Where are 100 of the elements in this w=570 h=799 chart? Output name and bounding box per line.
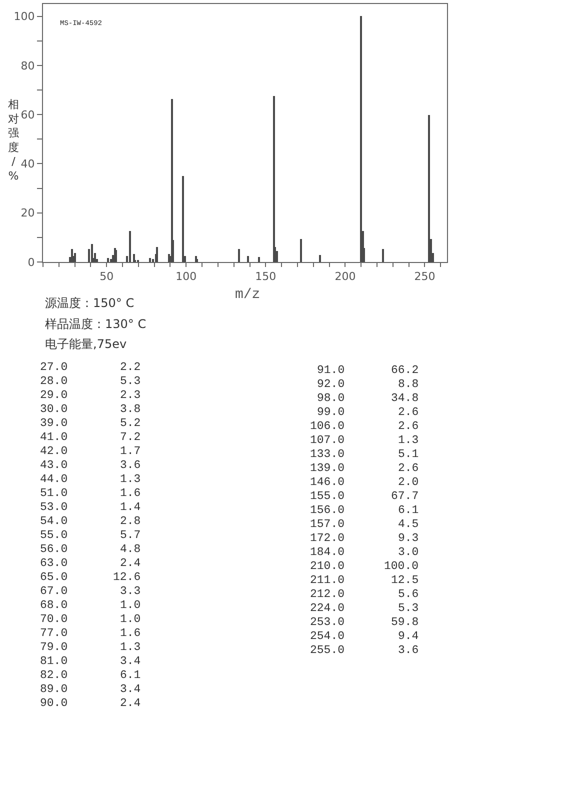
text: 2.4 xyxy=(120,697,141,710)
text: 68.0 xyxy=(40,599,68,612)
text: 2.6 xyxy=(398,462,419,475)
y-tick-label: 60 xyxy=(20,108,35,122)
text: 146.0 xyxy=(310,476,345,489)
bar xyxy=(129,231,131,262)
text: 9.4 xyxy=(398,630,419,643)
text: 79.0 xyxy=(40,641,68,654)
text: 133.0 xyxy=(310,448,345,461)
text: 63.0 xyxy=(40,557,68,570)
text: 4.5 xyxy=(398,518,419,531)
text: 2.3 xyxy=(120,389,141,402)
text: 2.6 xyxy=(398,406,419,419)
y-tick-label: 20 xyxy=(20,206,35,220)
text: 1.4 xyxy=(120,501,141,514)
text: 67.7 xyxy=(391,490,419,503)
text: 56.0 xyxy=(40,543,68,556)
text: 1.6 xyxy=(120,487,141,500)
y-axis-title: 相对强度/% xyxy=(8,98,19,182)
text: 90.0 xyxy=(40,697,68,710)
text: 81.0 xyxy=(40,655,68,668)
text: 53.0 xyxy=(40,501,68,514)
text: 3.0 xyxy=(398,546,419,559)
text: 212.0 xyxy=(310,588,345,601)
text: 253.0 xyxy=(310,616,345,629)
text: 77.0 xyxy=(40,627,68,640)
text: 156.0 xyxy=(310,504,345,517)
bar xyxy=(196,259,198,262)
text: 5.6 xyxy=(398,588,419,601)
text: 172.0 xyxy=(310,532,345,545)
text: 7.2 xyxy=(120,431,141,444)
text: 92.0 xyxy=(317,378,345,391)
text: 1.0 xyxy=(120,613,141,626)
bar xyxy=(171,99,173,262)
bar xyxy=(247,256,249,262)
text: 254.0 xyxy=(310,630,345,643)
text: 12.6 xyxy=(113,571,141,584)
bar xyxy=(182,176,184,262)
x-axis-title: m/z xyxy=(235,287,260,303)
text: 1.6 xyxy=(120,627,141,640)
text: 9.3 xyxy=(398,532,419,545)
text: 6.1 xyxy=(398,504,419,517)
text: 2.8 xyxy=(120,515,141,528)
text: 67.0 xyxy=(40,585,68,598)
text: 1.3 xyxy=(398,434,419,447)
text: 155.0 xyxy=(310,490,345,503)
text: 98.0 xyxy=(317,392,345,405)
bar xyxy=(238,249,240,262)
text: 34.8 xyxy=(391,392,419,405)
text: 39.0 xyxy=(40,417,68,430)
bar xyxy=(319,255,321,262)
text: 107.0 xyxy=(310,434,345,447)
text: 5.3 xyxy=(398,602,419,615)
text: 157.0 xyxy=(310,518,345,531)
text: 70.0 xyxy=(40,613,68,626)
text: 2.0 xyxy=(398,476,419,489)
bar xyxy=(258,257,260,262)
text: 5.7 xyxy=(120,529,141,542)
text: 3.6 xyxy=(398,644,419,657)
text: 1.0 xyxy=(120,599,141,612)
text: 211.0 xyxy=(310,574,345,587)
text: 27.0 xyxy=(40,361,68,374)
text: 4.8 xyxy=(120,543,141,556)
bar xyxy=(273,96,275,262)
text: 6.1 xyxy=(120,669,141,682)
text: 210.0 xyxy=(310,560,345,573)
x-tick-label: 250 xyxy=(414,270,436,284)
text: 106.0 xyxy=(310,420,345,433)
text: 66.2 xyxy=(391,364,419,377)
x-tick-label: 150 xyxy=(255,270,276,284)
text: 89.0 xyxy=(40,683,68,696)
bar xyxy=(382,249,384,262)
text: 28.0 xyxy=(40,375,68,388)
text: 91.0 xyxy=(317,364,345,377)
text: 源温度：150° C xyxy=(45,296,134,310)
text: 1.3 xyxy=(120,473,141,486)
text: 3.6 xyxy=(120,459,141,472)
text: 65.0 xyxy=(40,571,68,584)
text: 2.2 xyxy=(120,361,141,374)
text: 82.0 xyxy=(40,669,68,682)
x-tick-label: 200 xyxy=(334,270,356,284)
text: 1.3 xyxy=(120,641,141,654)
text: 224.0 xyxy=(310,602,345,615)
text: 2.4 xyxy=(120,557,141,570)
text: 5.3 xyxy=(120,375,141,388)
bar xyxy=(91,244,93,262)
text: 43.0 xyxy=(40,459,68,472)
bar xyxy=(360,16,362,262)
text: 3.3 xyxy=(120,585,141,598)
text: 54.0 xyxy=(40,515,68,528)
x-tick-label: 100 xyxy=(176,270,197,284)
text: 3.8 xyxy=(120,403,141,416)
text: 3.4 xyxy=(120,655,141,668)
text: 3.4 xyxy=(120,683,141,696)
text: 30.0 xyxy=(40,403,68,416)
text: 8.8 xyxy=(398,378,419,391)
text: 55.0 xyxy=(40,529,68,542)
bar xyxy=(74,253,76,262)
bar xyxy=(300,239,302,262)
text: 样品温度：130° C xyxy=(45,317,146,331)
